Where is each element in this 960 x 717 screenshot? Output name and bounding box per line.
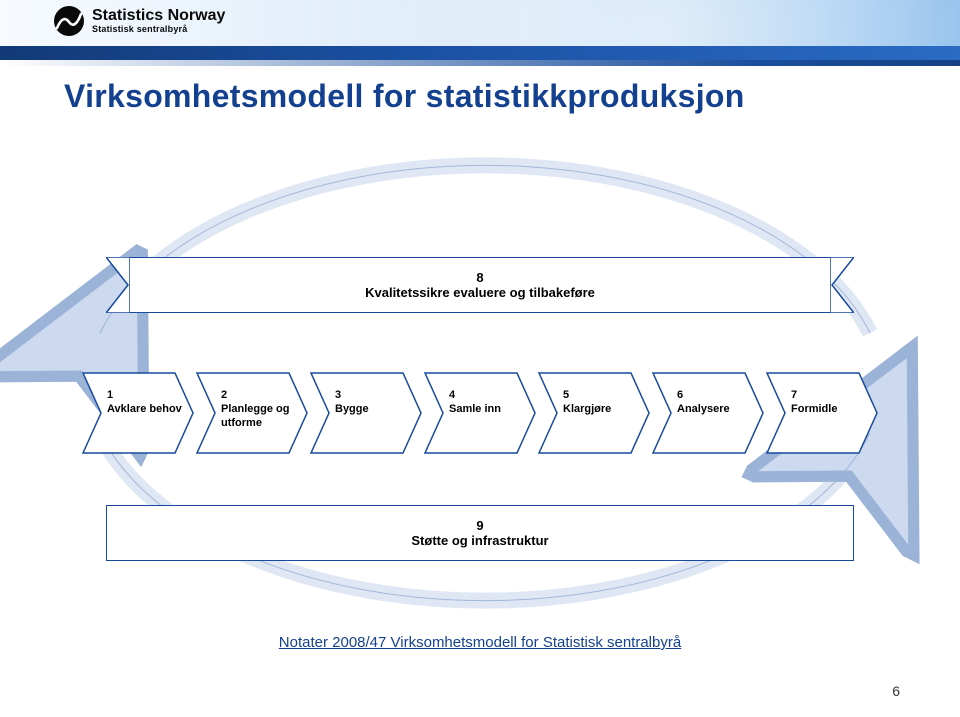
step-2-number: 2 — [221, 389, 299, 403]
banner-bottom-label: Støtte og infrastruktur — [411, 533, 548, 548]
header: Statistics Norway Statistisk sentralbyrå — [0, 0, 960, 64]
logo: Statistics Norway Statistisk sentralbyrå — [54, 6, 225, 36]
step-4-number: 4 — [449, 389, 527, 403]
process-steps-row: 1Avklare behov 2Planlegge og utforme 3By… — [83, 373, 877, 453]
step-1-number: 1 — [107, 389, 185, 403]
banner-top-number: 8 — [476, 270, 483, 285]
step-7-label: Formidle — [791, 403, 869, 417]
step-6: 6Analysere — [653, 373, 763, 453]
logo-icon — [54, 6, 84, 36]
step-7: 7Formidle — [767, 373, 877, 453]
banner-right-notch-icon — [830, 257, 854, 313]
header-stripe-light — [0, 60, 960, 66]
step-7-number: 7 — [791, 389, 869, 403]
page-number: 6 — [892, 683, 900, 699]
org-subtitle: Statistisk sentralbyrå — [92, 24, 225, 34]
step-3-label: Bygge — [335, 403, 413, 417]
infrastructure-banner: 9 Støtte og infrastruktur — [106, 505, 854, 561]
org-name: Statistics Norway — [92, 8, 225, 25]
step-1: 1Avklare behov — [83, 373, 193, 453]
step-4: 4Samle inn — [425, 373, 535, 453]
step-5-number: 5 — [563, 389, 641, 403]
banner-bottom-number: 9 — [476, 518, 483, 533]
banner-top-label: Kvalitetssikre evaluere og tilbakeføre — [365, 285, 595, 300]
header-stripe-dark — [0, 46, 960, 60]
step-6-number: 6 — [677, 389, 755, 403]
step-2: 2Planlegge og utforme — [197, 373, 307, 453]
page-title: Virksomhetsmodell for statistikkproduksj… — [64, 78, 900, 115]
quality-banner: 8 Kvalitetssikre evaluere og tilbakeføre — [106, 257, 854, 313]
banner-left-notch-icon — [106, 257, 130, 313]
step-4-label: Samle inn — [449, 403, 527, 417]
step-3: 3Bygge — [311, 373, 421, 453]
step-3-number: 3 — [335, 389, 413, 403]
step-1-label: Avklare behov — [107, 403, 185, 417]
step-6-label: Analysere — [677, 403, 755, 417]
slide-body: Virksomhetsmodell for statistikkproduksj… — [0, 64, 960, 717]
step-5: 5Klargjøre — [539, 373, 649, 453]
step-2-label: Planlegge og utforme — [221, 403, 299, 431]
footnote-link[interactable]: Notater 2008/47 Virksomhetsmodell for St… — [279, 634, 681, 651]
step-5-label: Klargjøre — [563, 403, 641, 417]
process-diagram: 8 Kvalitetssikre evaluere og tilbakeføre… — [60, 133, 900, 623]
